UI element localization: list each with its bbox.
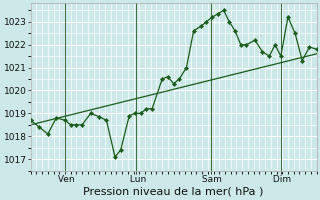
X-axis label: Pression niveau de la mer( hPa ): Pression niveau de la mer( hPa ) bbox=[84, 187, 264, 197]
